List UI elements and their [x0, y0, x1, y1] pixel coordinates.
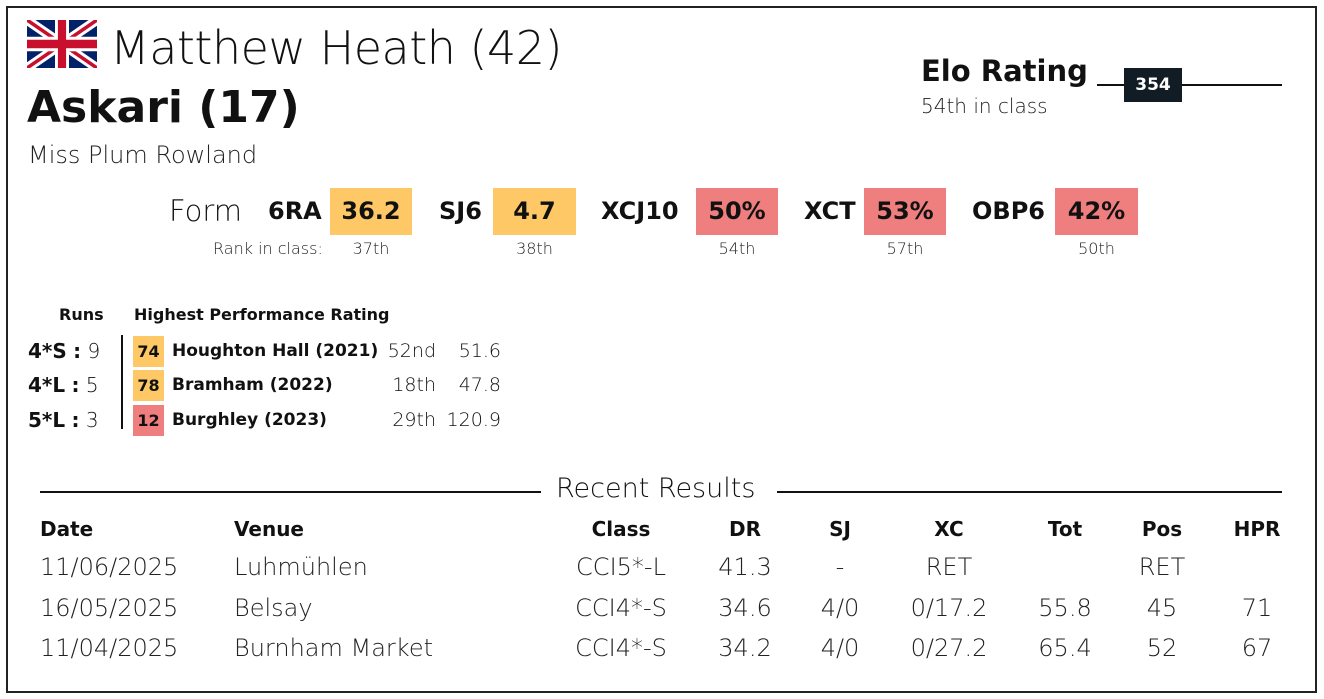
hpr-score: 120.9: [446, 409, 501, 431]
form-metric-name: XCJ10: [601, 197, 679, 225]
form-metric-name: OBP6: [972, 197, 1045, 225]
form-metric-value: 42%: [1055, 188, 1138, 235]
form-metric-rank: 54th: [718, 239, 756, 258]
col-header-tot: Tot: [1047, 517, 1083, 541]
rider-profile-card: [6, 6, 1317, 693]
result-sj: 4/0: [820, 634, 860, 662]
result-dr: 34.6: [718, 594, 772, 622]
hpr-score: 47.8: [458, 374, 501, 396]
result-pos: 45: [1146, 594, 1178, 622]
hpr-score: 51.6: [458, 340, 501, 362]
hpr-badge: 78: [133, 370, 164, 401]
result-date: 11/04/2025: [40, 634, 179, 662]
form-metric-rank: 38th: [516, 239, 553, 258]
form-metric-rank: 50th: [1078, 239, 1115, 258]
result-dr: 41.3: [718, 553, 772, 581]
result-class: CCI5*-L: [576, 553, 666, 581]
result-class: CCI4*-S: [575, 594, 667, 622]
result-hpr: 71: [1241, 594, 1273, 622]
form-metric-value: 53%: [864, 188, 946, 235]
hpr-position: 18th: [392, 374, 436, 396]
result-sj: 4/0: [820, 594, 860, 622]
result-hpr: 67: [1241, 634, 1273, 662]
form-metric-name: 6RA: [268, 197, 322, 225]
form-metric-name: XCT: [804, 197, 856, 225]
result-xc: RET: [925, 553, 973, 581]
union-jack-icon: [27, 20, 97, 68]
hpr-event: Houghton Hall (2021): [172, 341, 379, 361]
result-xc: 0/17.2: [910, 594, 988, 622]
col-header-date: Date: [40, 517, 94, 541]
result-pos: RET: [1138, 553, 1186, 581]
form-metric-rank: 57th: [886, 239, 924, 258]
result-date: 11/06/2025: [40, 553, 179, 581]
result-dr: 34.2: [718, 634, 772, 662]
result-pos: 52: [1146, 634, 1178, 662]
runs-level-row: 4*S : 9: [28, 339, 101, 363]
result-date: 16/05/2025: [40, 594, 179, 622]
result-venue: Belsay: [234, 594, 313, 622]
result-tot: 65.4: [1038, 634, 1092, 662]
horse-name: Askari (17): [27, 82, 300, 133]
runs-divider: [121, 335, 123, 429]
horse-owner: Miss Plum Rowland: [28, 141, 258, 169]
hpr-event: Bramham (2022): [172, 375, 333, 395]
result-venue: Luhmühlen: [234, 553, 368, 581]
col-header-xc: XC: [934, 517, 964, 541]
form-metric-value: 4.7: [493, 188, 576, 235]
runs-header: Runs: [59, 305, 104, 324]
col-header-hpr: HPR: [1233, 517, 1281, 541]
runs-level-row: 5*L : 3: [28, 408, 99, 432]
runs-level-row: 4*L : 5: [28, 373, 99, 397]
form-metric-rank: 37th: [352, 239, 390, 258]
elo-class-rank: 54th in class: [921, 94, 1048, 118]
hpr-badge: 12: [133, 405, 164, 436]
recent-results-rule-right: [777, 491, 1282, 493]
elo-value-badge: 354: [1124, 68, 1182, 102]
result-sj: -: [835, 553, 845, 581]
form-label: Form: [169, 194, 243, 228]
result-tot: 55.8: [1038, 594, 1092, 622]
hpr-position: 29th: [392, 409, 436, 431]
form-metric-value: 36.2: [330, 188, 412, 235]
col-header-class: Class: [591, 517, 651, 541]
elo-rule: [1097, 84, 1282, 86]
hpr-badge: 74: [133, 336, 164, 367]
recent-results-title: Recent Results: [556, 473, 756, 504]
rank-in-class-label: Rank in class:: [213, 239, 323, 258]
elo-title: Elo Rating: [921, 54, 1088, 88]
col-header-venue: Venue: [234, 517, 304, 541]
col-header-pos: Pos: [1141, 517, 1183, 541]
form-metric-name: SJ6: [439, 197, 482, 225]
hpr-event: Burghley (2023): [172, 410, 327, 430]
recent-results-rule-left: [40, 491, 541, 493]
col-header-sj: SJ: [829, 517, 851, 541]
rider-name: Matthew Heath (42): [110, 21, 562, 75]
col-header-dr: DR: [728, 517, 761, 541]
result-class: CCI4*-S: [575, 634, 667, 662]
hpr-header: Highest Performance Rating: [134, 305, 390, 324]
hpr-position: 52nd: [387, 340, 436, 362]
result-venue: Burnham Market: [234, 634, 434, 662]
form-metric-value: 50%: [696, 188, 778, 235]
result-xc: 0/27.2: [910, 634, 988, 662]
